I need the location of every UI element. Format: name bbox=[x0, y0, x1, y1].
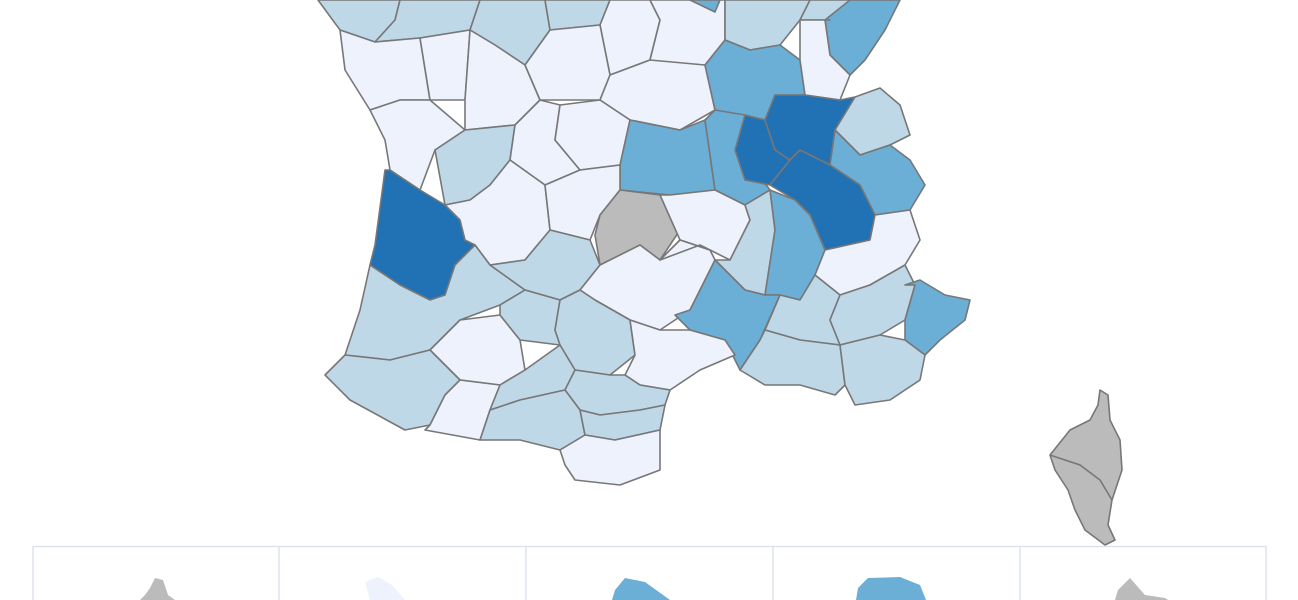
border bbox=[1049, 454, 1113, 501]
department bbox=[659, 239, 711, 261]
corsica bbox=[1049, 389, 1123, 546]
territory bbox=[1115, 578, 1168, 600]
department bbox=[419, 29, 471, 101]
territory bbox=[365, 577, 405, 600]
department bbox=[554, 289, 636, 376]
departments bbox=[317, 0, 971, 486]
department bbox=[839, 334, 926, 406]
department bbox=[1049, 389, 1123, 546]
department bbox=[724, 0, 811, 51]
department bbox=[624, 319, 736, 391]
territory bbox=[612, 578, 670, 600]
department bbox=[904, 279, 971, 356]
territory bbox=[140, 578, 175, 600]
department bbox=[559, 429, 661, 486]
overseas-panel bbox=[32, 545, 1267, 600]
department bbox=[619, 119, 716, 196]
department bbox=[799, 19, 851, 101]
territory bbox=[856, 577, 926, 600]
department bbox=[339, 29, 431, 111]
department bbox=[689, 0, 721, 13]
